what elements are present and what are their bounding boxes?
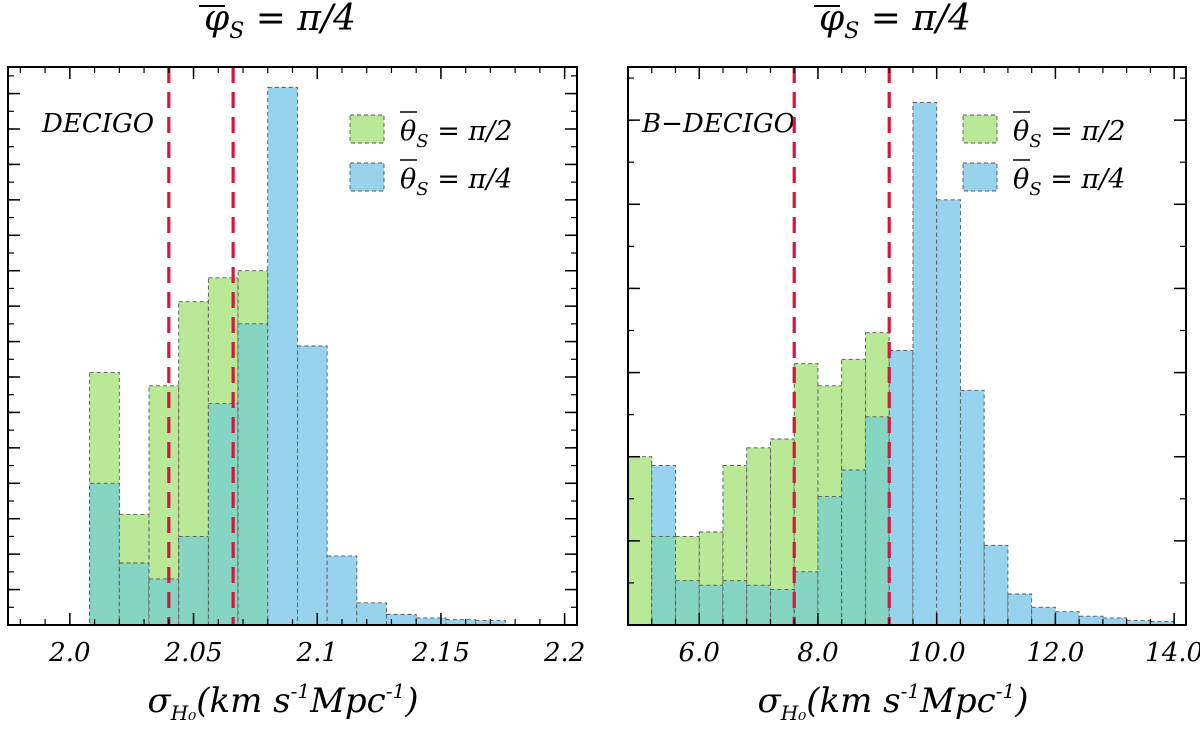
histogram-bar-overlap xyxy=(178,535,209,626)
x-tick-label: 12.0 xyxy=(1026,638,1084,668)
legend-label: θS = π/4 xyxy=(400,164,512,200)
legend-label: θS = π/2 xyxy=(1013,116,1125,152)
panel-title: φS = π/4 xyxy=(204,0,356,44)
vlines-layer xyxy=(167,67,235,625)
bars-layer xyxy=(627,101,1175,626)
x-tick-label: 2.2 xyxy=(543,638,585,668)
plot-frame xyxy=(7,66,578,626)
histogram-bar-overlap xyxy=(770,589,795,626)
histogram-bar xyxy=(770,438,795,626)
histogram-bar-overlap xyxy=(722,580,748,626)
x-tick-label: 2.15 xyxy=(411,638,470,668)
histogram-bar-overlap xyxy=(817,496,843,626)
title-sub: S xyxy=(229,19,244,44)
histogram-bar-overlap xyxy=(118,562,150,626)
legend-swatch xyxy=(962,162,998,192)
legend: θS = π/2 θS = π/4 xyxy=(349,111,512,200)
histogram-bar-overlap xyxy=(148,578,180,626)
histogram-bar-overlap xyxy=(207,403,239,626)
legend-label: θS = π/2 xyxy=(400,116,512,152)
ticks-layer: 6.0 8.0 10.0 12.0 14.0 xyxy=(627,67,1200,668)
legend: θS = π/2 θS = π/4 xyxy=(962,111,1125,200)
x-tick-label: 10.0 xyxy=(908,638,966,668)
histogram-bar xyxy=(296,345,328,626)
histogram-bar-overlap xyxy=(89,482,120,626)
histogram-bar xyxy=(1102,617,1128,626)
panel-b-decigo: φS = π/4 B−DECIGO 6.0 8.0 10.0 12.0 14.0 θS … xyxy=(627,0,1200,725)
histogram-bar xyxy=(1078,615,1104,626)
histogram-bar-overlap xyxy=(237,323,269,626)
x-tick-label: 2.0 xyxy=(48,638,90,668)
histogram-bar xyxy=(1031,606,1056,626)
histogram-bar xyxy=(936,199,961,626)
legend-label: θS = π/4 xyxy=(1013,164,1125,200)
histogram-bar xyxy=(267,86,298,626)
histogram-bar-overlap xyxy=(746,584,771,626)
histogram-bar xyxy=(912,101,938,626)
histogram-bar xyxy=(888,349,914,626)
plot-frame xyxy=(627,66,1187,626)
panel-label: B−DECIGO xyxy=(641,109,795,139)
histogram-bar xyxy=(1007,593,1033,626)
panel-label: DECIGO xyxy=(41,109,154,139)
vlines-layer xyxy=(792,67,891,625)
histogram-bar xyxy=(1126,620,1151,626)
histogram-bar-overlap xyxy=(675,580,700,626)
histogram-bar-overlap xyxy=(698,584,724,626)
x-axis-label: σH₀(km s-1Mpc-1) xyxy=(148,679,419,725)
histogram-bar-overlap xyxy=(651,535,676,626)
histogram-bar-overlap xyxy=(841,469,866,626)
x-tick-label: 2.1 xyxy=(296,638,338,668)
histogram-bar-overlap xyxy=(864,416,890,626)
panel-decigo: φS = π/4 DECIGO 2.0 2.05 2.1 2.15 2.2 θS = π… xyxy=(7,0,585,725)
histogram-bar xyxy=(326,555,358,626)
histogram-bar-overlap xyxy=(793,571,819,626)
x-tick-label: 6.0 xyxy=(679,638,720,668)
histogram-bar xyxy=(959,389,985,626)
legend-swatch xyxy=(349,114,385,144)
histogram-bar xyxy=(983,544,1009,626)
title-rest: = π/4 xyxy=(244,0,356,39)
x-tick-label: 14.0 xyxy=(1145,638,1200,668)
panel-title: φS = π/4 xyxy=(819,0,971,44)
histogram-bar xyxy=(356,602,387,626)
x-tick-label: 8.0 xyxy=(797,638,838,668)
ticks-layer: 2.0 2.05 2.1 2.15 2.2 xyxy=(8,67,585,668)
legend-swatch xyxy=(349,162,385,192)
x-tick-label: 2.05 xyxy=(164,638,223,668)
legend-swatch xyxy=(962,114,998,144)
x-axis-label: σH₀(km s-1Mpc-1) xyxy=(758,679,1029,725)
histogram-bar xyxy=(1054,611,1080,626)
